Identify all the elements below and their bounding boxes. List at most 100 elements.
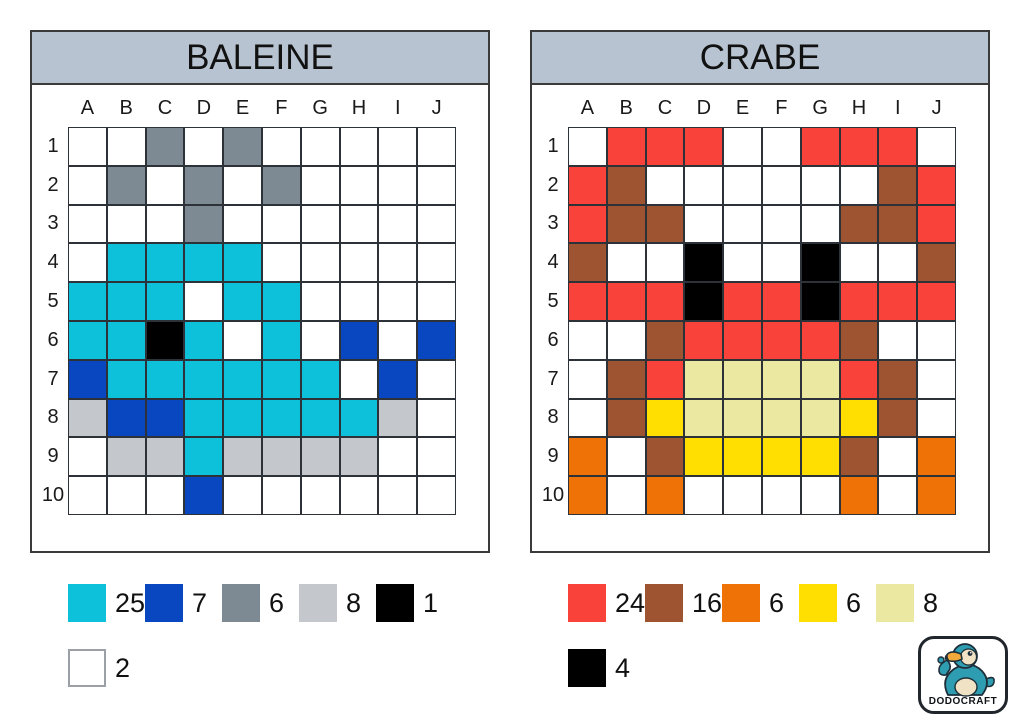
grid-cell-C1 [145, 127, 185, 166]
grid-cell-H6 [339, 320, 379, 360]
panel-title-baleine: BALEINE [32, 32, 488, 85]
panel-title-crabe: CRABE [532, 32, 988, 85]
grid-cell-B8 [606, 398, 646, 438]
grid-cell-J9 [417, 437, 456, 477]
column-label-C: C [157, 97, 173, 119]
column-label-H: H [351, 97, 367, 119]
grid-cell-F8 [761, 398, 801, 438]
grid-cell-C9 [645, 437, 685, 477]
row-label-6: 6 [47, 328, 59, 351]
grid-cell-I4 [378, 243, 418, 283]
grid-cell-D5 [184, 282, 224, 321]
grid-cell-D10 [184, 476, 224, 515]
grid-cell-J5 [417, 282, 456, 321]
legend-item-brown: 16 [645, 584, 722, 622]
grid-cell-D4 [184, 243, 224, 283]
grid-cell-A4 [68, 243, 107, 283]
column-label-F: F [275, 97, 288, 119]
dodo-icon [937, 643, 995, 697]
grid-cell-D6 [184, 320, 224, 360]
grid-cell-I4 [878, 243, 918, 283]
grid-cell-F2 [761, 165, 801, 205]
grid-cell-E5 [223, 282, 262, 321]
grid-cell-J1 [917, 127, 956, 166]
legend-swatch-black [568, 649, 606, 687]
grid-cell-F1 [261, 127, 301, 166]
row-label-10: 10 [541, 484, 565, 507]
legend-swatch-black [376, 584, 414, 622]
legend-count-cream: 8 [923, 587, 939, 618]
grid-cell-B6 [606, 320, 646, 360]
column-label-F: F [775, 97, 788, 119]
legend-swatch-cream [876, 584, 914, 622]
grid-cell-E4 [723, 243, 762, 283]
column-label-B: B [119, 97, 133, 119]
grid-cell-A8 [568, 398, 607, 438]
grid-cell-D2 [184, 165, 224, 205]
grid-cell-G7 [800, 359, 840, 399]
pixel-grid-crabe: A B C D E F G H I J 1 2 3 4 5 6 7 8 9 10 [538, 87, 956, 515]
row-label-5: 5 [47, 290, 59, 313]
legend-swatch-cyan [68, 584, 106, 622]
grid-cell-I10 [878, 476, 918, 515]
grid-cell-G6 [800, 320, 840, 360]
grid-cell-B4 [106, 243, 146, 283]
grid-cell-A1 [68, 127, 107, 166]
grid-cell-G3 [300, 204, 340, 244]
grid-cell-B7 [106, 359, 146, 399]
grid-cell-J4 [417, 243, 456, 283]
grid-cell-D3 [184, 204, 224, 244]
grid-corner [538, 87, 568, 127]
grid-cell-H5 [839, 282, 879, 321]
grid-cell-G8 [300, 398, 340, 438]
legend-item-cream: 8 [876, 584, 953, 622]
grid-cell-C8 [645, 398, 685, 438]
grid-cell-I3 [878, 204, 918, 244]
grid-cell-A7 [68, 359, 107, 399]
grid-cell-F6 [261, 320, 301, 360]
grid-cell-E7 [223, 359, 262, 399]
legend-swatch-lightgray [299, 584, 337, 622]
grid-cell-D8 [684, 398, 724, 438]
grid-cell-A3 [68, 204, 107, 244]
legend-item-yellow: 6 [799, 584, 876, 622]
grid-cell-G4 [300, 243, 340, 283]
legend-count-lightgray: 8 [346, 587, 362, 618]
legend-count-brown: 16 [692, 587, 723, 618]
grid-cell-J8 [917, 398, 956, 438]
grid-cell-F7 [761, 359, 801, 399]
grid-cell-D9 [184, 437, 224, 477]
column-label-I: I [894, 97, 901, 119]
grid-cell-A5 [68, 282, 107, 321]
legend-item-white: 2 [68, 649, 145, 687]
grid-cell-F4 [761, 243, 801, 283]
column-label-G: G [312, 97, 328, 119]
legend-swatch-brown [645, 584, 683, 622]
grid-cell-G2 [800, 165, 840, 205]
grid-cell-J1 [417, 127, 456, 166]
grid-cell-A3 [568, 204, 607, 244]
grid-cell-G9 [800, 437, 840, 477]
row-label-3: 3 [47, 212, 59, 235]
grid-cell-C2 [145, 165, 185, 205]
grid-cell-A6 [68, 320, 107, 360]
grid-cell-H5 [339, 282, 379, 321]
column-label-D: D [696, 97, 712, 119]
grid-cell-D10 [684, 476, 724, 515]
legend-count-black: 4 [615, 652, 631, 683]
column-label-E: E [735, 97, 750, 119]
grid-cell-C3 [145, 204, 185, 244]
grid-cell-F4 [261, 243, 301, 283]
grid-cell-G10 [800, 476, 840, 515]
grid-cell-A4 [568, 243, 607, 283]
grid-cell-B10 [606, 476, 646, 515]
legend-crabe: 24 16 6 6 8 4 [568, 584, 958, 687]
grid-cell-A7 [568, 359, 607, 399]
grid-cell-I5 [378, 282, 418, 321]
logo-text: DODOCRAFT [928, 696, 998, 707]
grid-cell-D1 [684, 127, 724, 166]
grid-cell-H6 [839, 320, 879, 360]
grid-cell-I2 [878, 165, 918, 205]
column-label-J: J [431, 97, 442, 119]
row-label-3: 3 [547, 212, 559, 235]
